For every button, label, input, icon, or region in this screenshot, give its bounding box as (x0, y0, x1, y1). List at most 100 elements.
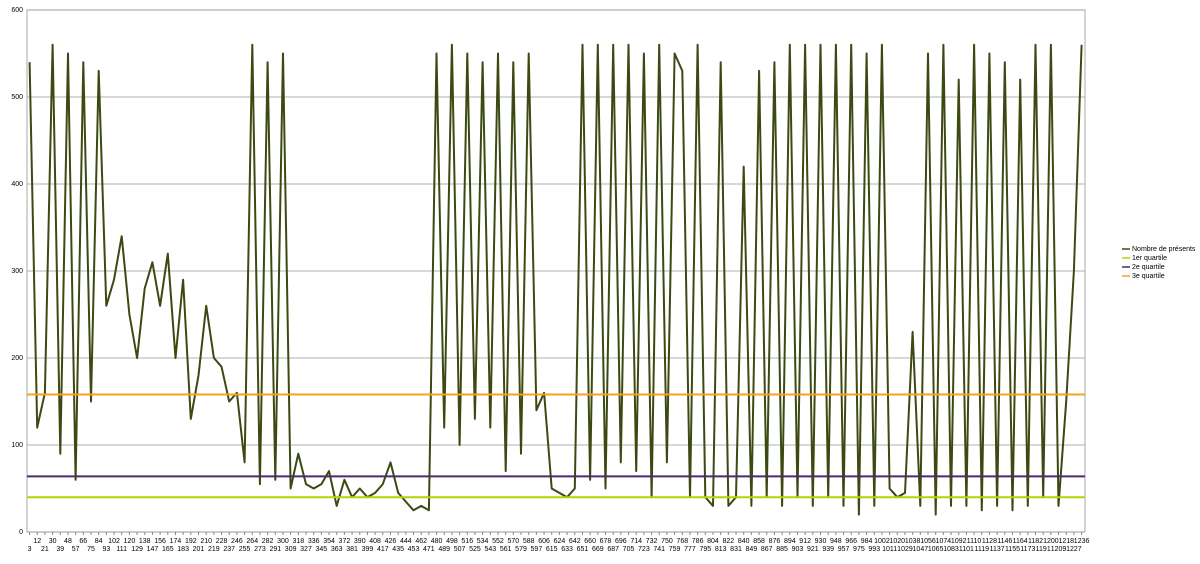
x-tick-label: 1083 (943, 546, 959, 553)
x-tick-label: 480 (431, 538, 443, 545)
x-tick-label: 57 (72, 546, 80, 553)
x-tick-label: 345 (316, 546, 328, 553)
x-tick-label: 561 (500, 546, 512, 553)
x-tick-label: 354 (323, 538, 335, 545)
y-tick-label: 100 (11, 442, 23, 449)
x-tick-label: 30 (49, 538, 57, 545)
x-tick-label: 984 (861, 538, 873, 545)
x-tick-label: 1065 (928, 546, 944, 553)
legend-label: 1er quartile (1132, 255, 1167, 262)
x-tick-label: 1038 (905, 538, 921, 545)
x-tick-label: 1209 (1051, 546, 1067, 553)
x-tick-label: 777 (684, 546, 696, 553)
x-tick-label: 597 (531, 546, 543, 553)
x-tick-label: 570 (507, 538, 519, 545)
x-tick-label: 399 (362, 546, 374, 553)
x-tick-label: 1182 (1028, 538, 1043, 545)
x-tick-label: 165 (162, 546, 174, 553)
x-tick-label: 1236 (1074, 538, 1090, 545)
x-tick-label: 831 (730, 546, 742, 553)
x-tick-label: 219 (208, 546, 220, 553)
x-tick-label: 966 (845, 538, 857, 545)
y-tick-label: 400 (11, 181, 23, 188)
x-tick-label: 588 (523, 538, 535, 545)
y-tick-label: 0 (19, 529, 23, 536)
x-tick-label: 381 (346, 546, 358, 553)
x-tick-label: 453 (408, 546, 420, 553)
legend-label: 2e quartile (1132, 264, 1165, 271)
x-tick-label: 921 (807, 546, 819, 553)
x-tick-label: 309 (285, 546, 297, 553)
x-tick-label: 1155 (1005, 546, 1020, 553)
x-tick-label: 1029 (897, 546, 913, 553)
x-tick-label: 201 (193, 546, 205, 553)
x-tick-label: 228 (216, 538, 228, 545)
x-tick-label: 300 (277, 538, 289, 545)
x-tick-label: 372 (339, 538, 351, 545)
x-tick-label: 183 (177, 546, 189, 553)
x-tick-label: 507 (454, 546, 466, 553)
x-tick-label: 759 (669, 546, 681, 553)
x-tick-label: 876 (769, 538, 781, 545)
x-tick-label: 903 (792, 546, 804, 553)
x-tick-label: 840 (738, 538, 750, 545)
x-tick-label: 327 (300, 546, 312, 553)
x-tick-label: 669 (592, 546, 604, 553)
x-tick-label: 948 (830, 538, 842, 545)
x-tick-label: 867 (761, 546, 773, 553)
x-tick-label: 723 (638, 546, 650, 553)
x-tick-label: 192 (185, 538, 197, 545)
x-tick-label: 894 (784, 538, 796, 545)
x-tick-label: 993 (868, 546, 880, 553)
x-tick-label: 174 (170, 538, 182, 545)
x-tick-label: 273 (254, 546, 266, 553)
x-tick-label: 696 (615, 538, 627, 545)
x-tick-label: 1056 (920, 538, 936, 545)
x-tick-label: 408 (369, 538, 381, 545)
x-tick-label: 12 (33, 538, 41, 545)
x-tick-label: 1110 (967, 538, 982, 545)
x-tick-label: 768 (676, 538, 688, 545)
x-tick-label: 975 (853, 546, 865, 553)
x-tick-label: 1074 (936, 538, 952, 545)
x-tick-label: 291 (269, 546, 281, 553)
x-tick-label: 651 (577, 546, 589, 553)
x-tick-label: 1119 (974, 546, 989, 553)
x-tick-label: 849 (746, 546, 758, 553)
x-tick-label: 1164 (1013, 538, 1028, 545)
x-tick-label: 525 (469, 546, 481, 553)
x-tick-label: 552 (492, 538, 504, 545)
x-tick-label: 498 (446, 538, 458, 545)
x-tick-label: 822 (723, 538, 735, 545)
x-tick-label: 147 (147, 546, 159, 553)
x-tick-label: 804 (707, 538, 719, 545)
x-tick-label: 471 (423, 546, 435, 553)
x-tick-label: 390 (354, 538, 366, 545)
x-tick-label: 624 (554, 538, 566, 545)
x-tick-label: 282 (262, 538, 274, 545)
x-tick-label: 426 (385, 538, 397, 545)
x-tick-label: 129 (131, 546, 143, 553)
y-tick-label: 600 (11, 7, 23, 14)
x-tick-label: 516 (461, 538, 473, 545)
x-tick-label: 39 (56, 546, 64, 553)
x-tick-label: 678 (600, 538, 612, 545)
x-tick-label: 417 (377, 546, 389, 553)
x-tick-label: 1047 (913, 546, 929, 553)
x-tick-label: 957 (838, 546, 850, 553)
x-tick-label: 21 (41, 546, 49, 553)
x-tick-label: 939 (822, 546, 834, 553)
x-tick-label: 660 (584, 538, 596, 545)
x-tick-label: 732 (646, 538, 658, 545)
x-tick-label: 489 (438, 546, 450, 553)
x-tick-label: 75 (87, 546, 95, 553)
x-tick-label: 1227 (1066, 546, 1082, 553)
x-tick-label: 741 (653, 546, 665, 553)
x-tick-label: 93 (102, 546, 110, 553)
x-tick-label: 1101 (959, 546, 974, 553)
y-tick-label: 500 (11, 94, 23, 101)
x-tick-label: 1146 (997, 538, 1012, 545)
x-tick-label: 750 (661, 538, 673, 545)
